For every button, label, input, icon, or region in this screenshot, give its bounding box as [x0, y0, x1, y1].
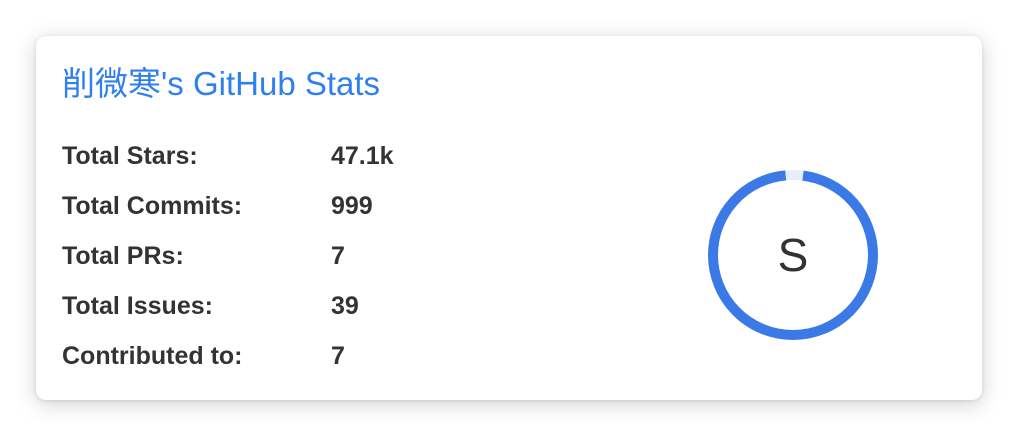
stat-value: 999 [331, 192, 373, 220]
github-stats-card: 削微寒's GitHub Stats Total Stars: 47.1k To… [36, 36, 982, 400]
rank-ring-progress [708, 170, 878, 340]
stat-value: 47.1k [331, 142, 394, 170]
stat-row-issues: Total Issues: 39 [62, 288, 482, 338]
stat-value: 7 [331, 242, 345, 270]
stat-value: 7 [331, 342, 345, 370]
stat-row-commits: Total Commits: 999 [62, 188, 482, 238]
rank-letter: S [777, 229, 809, 281]
stat-label: Total Commits: [62, 192, 243, 220]
rank-ring-icon [708, 170, 878, 340]
stat-label: Total Issues: [62, 292, 213, 320]
rank-circle: S [700, 162, 886, 348]
stats-list: Total Stars: 47.1k Total Commits: 999 To… [62, 138, 482, 388]
stat-label: Total Stars: [62, 142, 198, 170]
stat-label: Total PRs: [62, 242, 184, 270]
stat-row-prs: Total PRs: 7 [62, 238, 482, 288]
stat-row-contributed: Contributed to: 7 [62, 338, 482, 388]
card-title: 削微寒's GitHub Stats [62, 65, 381, 102]
stat-value: 39 [331, 292, 359, 320]
stat-row-stars: Total Stars: 47.1k [62, 138, 482, 188]
stat-label: Contributed to: [62, 342, 243, 370]
